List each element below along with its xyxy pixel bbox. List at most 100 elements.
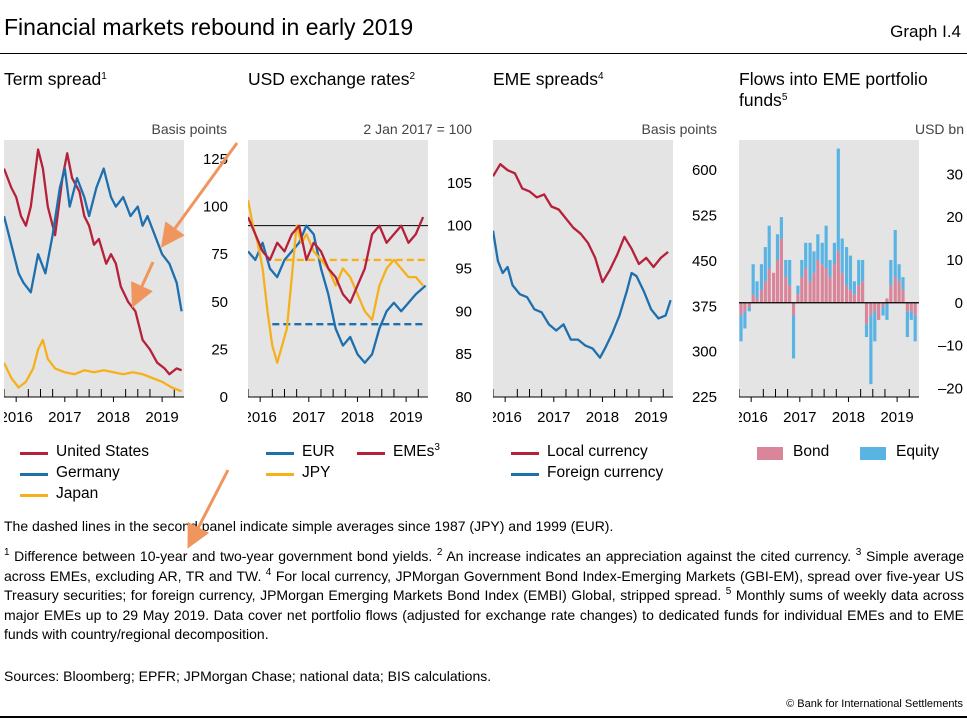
y-tick-label: 0 <box>220 389 228 406</box>
bar-bond <box>909 302 913 312</box>
copyright: © Bank for International Settlements <box>786 698 963 710</box>
bar-equity <box>784 259 788 278</box>
y-tick-label: 375 <box>692 298 717 315</box>
y-tick-label: 10 <box>946 252 963 269</box>
legend-swatch <box>511 452 539 455</box>
bar-bond <box>751 294 755 303</box>
bar-bond <box>861 281 865 303</box>
plot-background <box>493 140 673 397</box>
footnotes: 1 Difference between 10-year and two-yea… <box>4 547 964 643</box>
bar-bond <box>864 302 869 325</box>
y-tick-label: 80 <box>455 389 472 406</box>
legend-swatch <box>757 447 783 460</box>
bar-bond <box>852 294 856 303</box>
bar-equity <box>864 324 869 338</box>
x-tick-label: 2018 <box>97 409 130 426</box>
legend-swatch <box>266 452 294 455</box>
legend-swatch <box>266 473 294 476</box>
bar-equity <box>812 251 816 273</box>
bar-equity <box>893 229 897 278</box>
x-tick-label: 2018 <box>586 409 619 426</box>
x-tick-label: 2017 <box>537 409 570 426</box>
x-tick-label: 2016 <box>493 409 522 426</box>
legend-item-germany: Germany <box>20 464 120 482</box>
bar-bond <box>743 302 747 312</box>
graph-number: Graph I.4 <box>890 22 961 41</box>
bar-equity <box>852 281 856 295</box>
y-tick-label: 95 <box>455 261 472 278</box>
x-tick-label: 2019 <box>880 409 913 426</box>
bar-bond <box>832 264 837 303</box>
bar-bond <box>840 272 844 303</box>
panel-4-unit: USD bn <box>914 121 964 137</box>
bar-bond <box>775 259 780 303</box>
bar-bond <box>877 302 881 320</box>
y-tick-label: 600 <box>692 162 717 179</box>
x-tick-label: 2019 <box>145 409 178 426</box>
legend-item-japan: Japan <box>20 485 98 503</box>
bar-equity <box>873 311 877 342</box>
bar-equity <box>828 259 832 278</box>
bar-equity <box>788 259 792 286</box>
legend-item-equity: Equity <box>860 443 939 461</box>
series-line-eur <box>248 224 427 364</box>
legend-item-eur: EUR <box>266 443 335 461</box>
bar-equity <box>751 264 755 295</box>
bar-equity <box>791 315 796 359</box>
bar-bond <box>796 294 800 303</box>
bar-bond <box>889 285 893 303</box>
x-tick-label: 2016 <box>248 409 277 426</box>
y-tick-label: 100 <box>203 199 228 216</box>
page-title: Financial markets rebound in early 2019 <box>4 14 414 40</box>
panel-4-title: Flows into EME portfolio funds5 <box>739 69 928 110</box>
bar-equity <box>779 217 783 239</box>
bar-equity <box>901 277 905 290</box>
bar-bond <box>824 268 828 303</box>
bar-bond <box>901 289 905 303</box>
y-tick-label: 30 <box>946 166 963 183</box>
bar-bond <box>913 302 917 316</box>
bar-equity <box>804 242 808 269</box>
bar-bond <box>812 272 816 303</box>
usd-exchange-rates-chart: 2016 2017 2018 2019 105 100 95 90 85 80 <box>248 140 472 426</box>
bottom-rule <box>0 716 967 718</box>
x-tick-label: 2017 <box>783 409 816 426</box>
eme-spreads-chart: 2016 2017 2018 2019 600 525 450 375 300 225 <box>493 140 717 426</box>
term-spread-chart: 2016 2017 2018 2019 125 100 75 50 25 0 <box>4 140 228 426</box>
bar-bond <box>788 285 792 303</box>
x-tick-label: 2019 <box>389 409 422 426</box>
bar-equity <box>913 315 917 342</box>
dashed-lines-note: The dashed lines in the second panel ind… <box>4 518 614 534</box>
bar-bond <box>893 277 897 303</box>
bar-bond <box>791 302 796 316</box>
bar-equity <box>836 148 840 252</box>
legend-item-local-currency: Local currency <box>511 443 648 461</box>
bar-equity <box>857 259 861 286</box>
bar-equity <box>881 307 885 316</box>
y-tick-label: 20 <box>946 209 963 226</box>
x-tick-label: 2016 <box>739 409 768 426</box>
title-rule <box>0 53 967 54</box>
bar-bond <box>848 289 853 303</box>
bar-equity <box>747 307 751 312</box>
bar-bond <box>881 302 885 308</box>
x-tick-label: 2017 <box>48 409 81 426</box>
panel-2-title: USD exchange rates2 <box>248 69 416 89</box>
bar-equity <box>743 311 747 329</box>
bar-equity <box>897 264 901 282</box>
y-tick-label: 525 <box>692 208 717 225</box>
series-line-jpy <box>248 199 424 364</box>
bar-bond <box>755 298 759 303</box>
x-tick-label: 2016 <box>4 409 33 426</box>
bar-equity <box>755 281 759 299</box>
bar-equity <box>844 247 849 286</box>
y-tick-label: 105 <box>447 175 472 192</box>
series-line-germany <box>4 167 183 312</box>
y-tick-label: 125 <box>203 151 228 168</box>
bar-bond <box>800 277 804 303</box>
bar-equity <box>832 242 837 265</box>
panel-2-unit: 2 Jan 2017 = 100 <box>363 121 472 137</box>
y-tick-label: 75 <box>211 246 228 263</box>
bar-equity <box>816 234 820 260</box>
panel-1-title: Term spread1 <box>4 69 107 89</box>
